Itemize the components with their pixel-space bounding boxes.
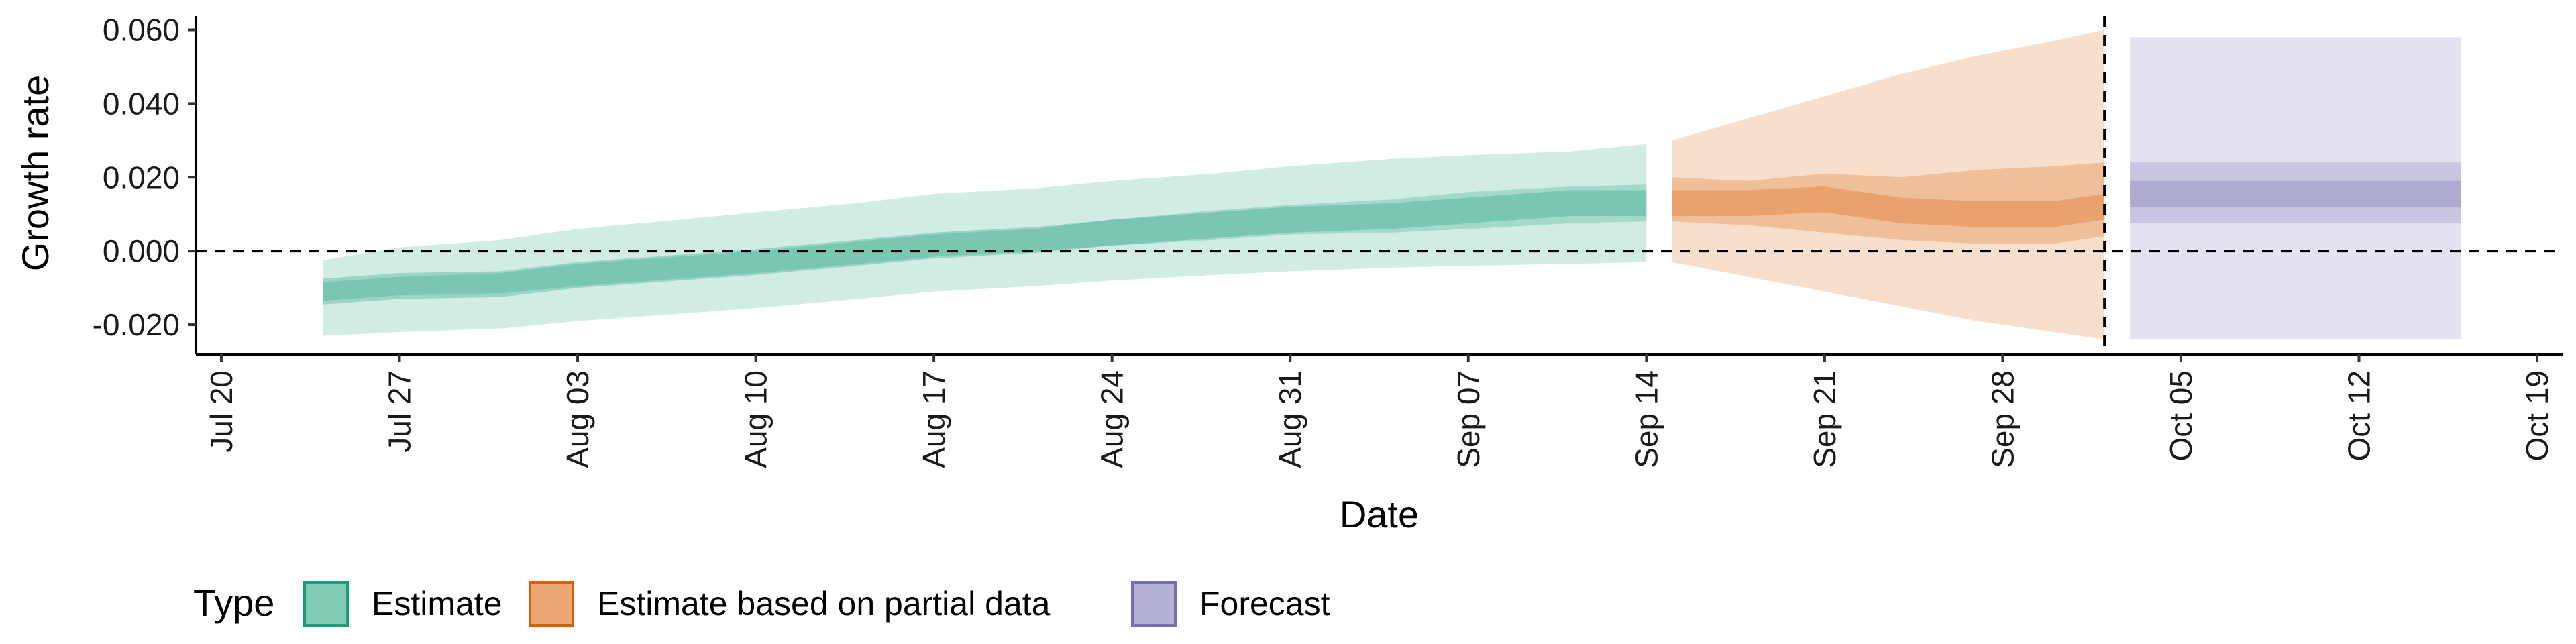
- x-axis-title: Date: [1340, 493, 1419, 535]
- bands-layer: [323, 30, 2461, 339]
- y-tick-label: 0.060: [103, 12, 180, 47]
- band-50-series-2: [2130, 162, 2461, 223]
- x-tick-label: Sep 28: [1985, 370, 2020, 468]
- y-tick-label: 0.000: [103, 233, 180, 268]
- legend-key-1: [529, 581, 574, 627]
- x-tick-label: Aug 24: [1095, 370, 1130, 468]
- x-tick-label: Oct 19: [2520, 370, 2555, 462]
- y-axis-title: Growth rate: [14, 75, 56, 272]
- y-tick-label: -0.020: [93, 307, 180, 342]
- band-90-series-1: [1672, 30, 2105, 339]
- band-median-series-1: [1672, 186, 2105, 227]
- reference-lines-layer: [196, 16, 2563, 354]
- legend-key-0: [303, 581, 349, 627]
- band-90-series-0: [323, 144, 1647, 336]
- x-tick-label: Aug 31: [1273, 370, 1307, 468]
- x-tick-label: Oct 12: [2342, 370, 2377, 462]
- band-50-series-1: [1672, 162, 2105, 244]
- axes-layer: [188, 16, 2563, 362]
- band-median-series-0: [323, 190, 1647, 305]
- legend-label-0: Estimate: [372, 585, 502, 623]
- band-median-series-2: [2130, 180, 2461, 207]
- x-tick-label: Jul 20: [204, 370, 239, 453]
- y-tick-label: 0.020: [103, 160, 180, 195]
- series-1: [1672, 30, 2105, 339]
- legend-title: Type: [193, 582, 274, 624]
- band-90-series-2: [2130, 37, 2461, 339]
- legend-key-2: [1131, 581, 1177, 627]
- band-50-series-0: [323, 184, 1647, 301]
- series-2: [2130, 37, 2461, 339]
- x-tick-label: Sep 14: [1629, 370, 1664, 468]
- x-tick-label: Aug 17: [916, 370, 951, 468]
- x-tick-label: Jul 27: [382, 370, 417, 453]
- series-0: [323, 144, 1647, 336]
- x-tick-label: Sep 07: [1451, 370, 1486, 468]
- x-tick-label: Aug 03: [560, 370, 595, 468]
- legend-layer: Type Estimate Estimate based on partial da…: [193, 581, 1330, 627]
- labels-layer: -0.020 0.000 0.020 0.040 0.060 Jul 20 Jul 27 Au…: [14, 12, 2555, 535]
- x-tick-label: Oct 05: [2163, 370, 2198, 462]
- legend-label-1: Estimate based on partial data: [597, 585, 1051, 623]
- y-tick-label: 0.040: [103, 86, 180, 121]
- x-tick-label: Aug 10: [739, 370, 773, 468]
- legend-label-2: Forecast: [1199, 585, 1330, 623]
- x-tick-label: Sep 21: [1807, 370, 1842, 468]
